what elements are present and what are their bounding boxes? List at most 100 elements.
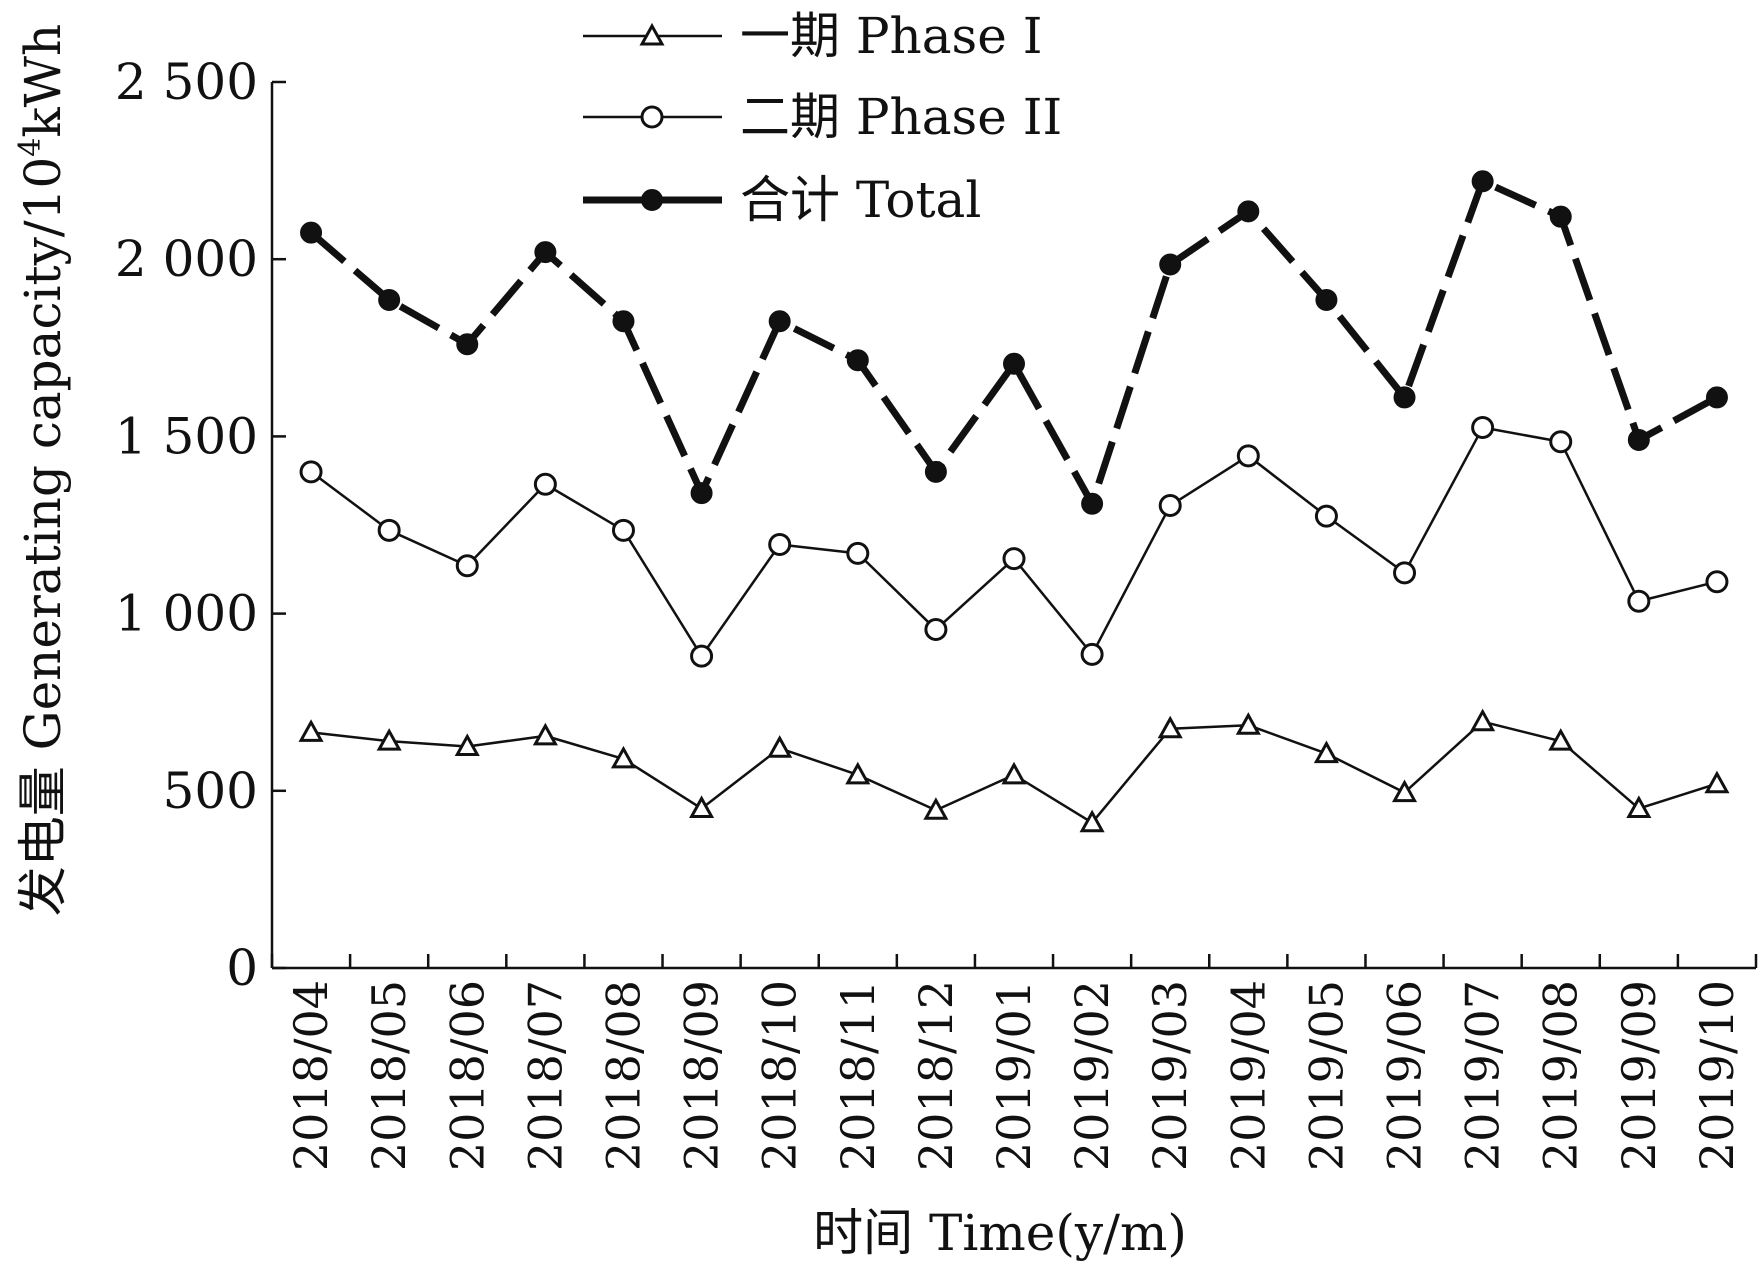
filled-circle-marker	[641, 189, 663, 211]
filled-circle-marker	[1549, 205, 1572, 228]
open-circle-marker	[1549, 430, 1573, 454]
triangle-marker	[1313, 740, 1339, 764]
y-axis-title-exponent: 4	[13, 138, 48, 157]
x-tick-label: 2018/06	[440, 980, 494, 1171]
filled-circle-marker	[456, 333, 479, 356]
series-line	[308, 177, 1719, 508]
legend-label: 合计 Total	[740, 171, 981, 229]
x-tick-label: 2019/02	[1065, 980, 1119, 1171]
legend: 一期 Phase I 二期 Phase II 合计 Total	[583, 7, 1062, 229]
filled-circle-marker	[1237, 200, 1260, 223]
triangle-marker	[923, 797, 949, 820]
open-circle-marker	[846, 541, 870, 565]
triangle-marker	[1079, 809, 1105, 833]
open-circle-marker	[924, 618, 948, 642]
triangle-marker	[1548, 728, 1574, 751]
x-tick-label: 2018/11	[831, 980, 885, 1171]
triangle-marker	[298, 719, 324, 742]
filled-circle-marker	[378, 288, 401, 311]
x-axis-title: 时间 Time(y/m)	[813, 1204, 1187, 1262]
triangle-marker	[376, 728, 402, 751]
triangle-marker	[610, 745, 637, 769]
y-tick-label: 2 500	[115, 53, 258, 111]
open-circle-marker	[768, 532, 792, 556]
legend-label: 一期 Phase I	[740, 7, 1042, 65]
x-tick-label: 2019/03	[1143, 980, 1197, 1171]
open-circle-marker	[640, 105, 664, 129]
triangle-marker	[1626, 795, 1652, 819]
x-tick-label: 2019/09	[1612, 980, 1666, 1171]
open-circle-marker	[611, 518, 635, 542]
x-tick-label: 2019/10	[1690, 980, 1744, 1171]
triangle-marker	[1001, 761, 1027, 785]
open-circle-marker	[1393, 561, 1417, 585]
filled-circle-marker	[1393, 386, 1416, 409]
triangle-marker	[1704, 770, 1730, 794]
x-tick-label: 2018/04	[284, 980, 338, 1171]
series-line	[310, 426, 1718, 658]
triangle-marker	[454, 733, 480, 756]
y-axis-ticks: 0 500 1 000 1 500 2 000 2 500	[115, 53, 286, 997]
y-tick-label: 1 500	[115, 407, 258, 465]
open-circle-marker	[533, 472, 557, 496]
x-tick-label: 2018/08	[596, 980, 650, 1171]
x-axis-ticks: 2018/04 2018/05 2018/06 2018/07 2018/08 2018/…	[270, 954, 1758, 1171]
open-circle-marker	[377, 518, 401, 542]
filled-circle-marker	[1627, 428, 1650, 451]
x-tick-label: 2018/05	[362, 980, 416, 1171]
x-tick-label: 2018/09	[675, 980, 729, 1171]
open-circle-marker	[455, 554, 479, 578]
x-tick-label: 2019/07	[1456, 980, 1510, 1171]
open-circle-marker	[1705, 570, 1729, 594]
open-circle-marker	[299, 460, 323, 484]
triangle-marker	[1235, 712, 1261, 735]
y-axis-title-unit: kWh	[14, 24, 72, 138]
triangle-marker	[767, 735, 793, 758]
legend-label: 二期 Phase II	[740, 88, 1062, 146]
open-circle-marker	[1002, 547, 1026, 571]
filled-circle-marker	[534, 241, 557, 264]
filled-circle-marker	[1471, 170, 1494, 193]
open-circle-marker	[1627, 589, 1651, 613]
y-tick-label: 500	[163, 762, 258, 820]
filled-circle-marker	[612, 310, 635, 333]
filled-circle-marker	[1003, 352, 1025, 375]
x-tick-label: 2019/05	[1299, 980, 1353, 1171]
x-tick-label: 2019/04	[1221, 980, 1275, 1171]
series-filled-circle	[300, 170, 1728, 515]
triangle-marker	[1470, 708, 1496, 732]
x-tick-label: 2018/07	[518, 980, 572, 1171]
open-circle-marker	[1314, 504, 1338, 528]
series-layer	[298, 170, 1730, 833]
triangle-marker	[845, 761, 871, 785]
x-tick-label: 2018/10	[753, 980, 807, 1171]
y-axis-title-main: 发电量 Generating capacity/10	[14, 157, 72, 917]
open-circle-marker	[1080, 642, 1104, 666]
series-open-circle	[299, 416, 1729, 668]
filled-circle-marker	[768, 310, 791, 333]
triangle-marker	[532, 722, 558, 746]
x-tick-label: 2018/12	[909, 980, 963, 1171]
y-tick-label: 0	[226, 939, 258, 997]
y-tick-label: 1 000	[115, 585, 258, 643]
filled-circle-marker	[1081, 492, 1104, 515]
y-axis-title: 发电量 Generating capacity/104kWh	[13, 24, 72, 917]
triangle-marker	[689, 795, 715, 819]
filled-circle-marker	[1315, 288, 1338, 311]
filled-circle-marker	[924, 460, 947, 483]
open-circle-marker	[1158, 494, 1182, 518]
filled-circle-marker	[846, 349, 869, 372]
y-tick-label: 2 000	[115, 230, 258, 288]
filled-circle-marker	[1705, 386, 1728, 409]
open-circle-marker	[1236, 444, 1260, 468]
triangle-marker	[1391, 779, 1418, 803]
x-tick-label: 2019/08	[1534, 980, 1588, 1171]
filled-circle-marker	[1159, 253, 1182, 276]
x-tick-label: 2019/06	[1378, 980, 1432, 1171]
triangle-marker	[1157, 715, 1183, 739]
series-triangle	[298, 708, 1730, 833]
open-circle-marker	[690, 644, 714, 668]
filled-circle-marker	[690, 482, 713, 505]
open-circle-marker	[1471, 416, 1495, 440]
